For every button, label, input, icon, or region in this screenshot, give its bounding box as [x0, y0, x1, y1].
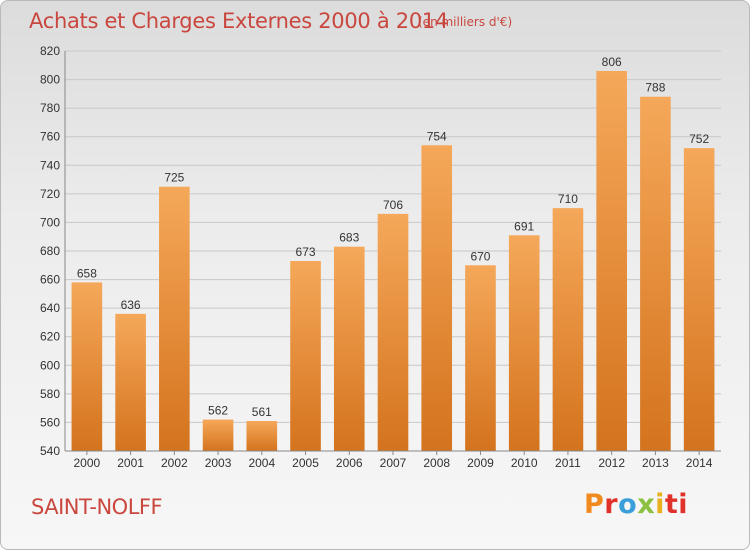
- logo-letter: r: [604, 489, 619, 520]
- x-tick-label: 2006: [336, 456, 363, 470]
- y-tick-label: 700: [40, 215, 60, 229]
- data-label: 706: [383, 198, 403, 212]
- data-label: 752: [689, 132, 709, 146]
- bar: [377, 213, 409, 451]
- y-tick-label: 820: [40, 44, 60, 58]
- y-tick-label: 740: [40, 158, 60, 172]
- axes: [64, 51, 721, 455]
- y-tick-label: 600: [40, 358, 60, 372]
- y-tick-label: 780: [40, 101, 60, 115]
- logo-letter: P: [584, 489, 605, 520]
- data-label: 636: [121, 298, 141, 312]
- data-labels: 658 636 725 562 561 673 683 706 754 670 691 710 806 7…: [77, 55, 710, 419]
- bar: [552, 208, 584, 451]
- bar: [246, 421, 278, 451]
- data-label: 658: [77, 266, 97, 280]
- x-tick-label: 2010: [511, 456, 538, 470]
- logo-letter: x: [637, 489, 656, 520]
- bar: [159, 186, 190, 451]
- chart-title: Achats et Charges Externes 2000 à 2014: [29, 9, 449, 33]
- x-tick-label: 2014: [686, 456, 713, 470]
- bar: [465, 265, 496, 451]
- x-tick-label: 2002: [161, 456, 188, 470]
- x-tick-label: 2004: [248, 456, 275, 470]
- data-label: 754: [427, 129, 447, 143]
- data-label: 788: [645, 81, 665, 95]
- x-tick-label: 2012: [598, 456, 625, 470]
- x-axis-ticks: 2000 2001 2002 2003 2004 2005 2006 2007 2008 2009…: [74, 456, 713, 470]
- bar: [421, 145, 453, 452]
- bar: [115, 313, 146, 451]
- logo-letter: ti: [664, 489, 689, 520]
- x-tick-label: 2005: [292, 456, 319, 470]
- bar: [596, 71, 627, 451]
- logo-letter: o: [618, 489, 638, 520]
- bar: [202, 419, 234, 451]
- data-label: 683: [339, 231, 359, 245]
- y-tick-label: 540: [40, 444, 60, 458]
- bar: [71, 282, 103, 451]
- x-tick-label: 2008: [423, 456, 450, 470]
- x-tick-label: 2003: [205, 456, 232, 470]
- data-label: 562: [208, 404, 228, 418]
- x-tick-label: 2001: [117, 456, 144, 470]
- y-tick-label: 640: [40, 301, 60, 315]
- bar: [640, 96, 671, 451]
- bar: [333, 246, 365, 451]
- y-tick-label: 620: [40, 330, 60, 344]
- x-tick-label: 2007: [380, 456, 407, 470]
- data-label: 673: [296, 245, 316, 259]
- bars: [71, 71, 715, 452]
- proxiti-logo[interactable]: Proxiti: [584, 489, 688, 520]
- x-tick-label: 2000: [74, 456, 101, 470]
- y-tick-label: 800: [40, 73, 60, 87]
- bar: [683, 148, 715, 451]
- y-tick-label: 720: [40, 187, 60, 201]
- x-tick-label: 2009: [467, 456, 494, 470]
- bar: [290, 261, 321, 451]
- y-tick-label: 680: [40, 244, 60, 258]
- chart-subtitle: (en milliers d'€): [418, 15, 513, 29]
- data-label: 691: [514, 219, 534, 233]
- x-tick-label: 2011: [555, 456, 581, 470]
- commune-name: SAINT-NOLFF: [31, 495, 163, 519]
- x-tick-label: 2013: [642, 456, 669, 470]
- y-tick-label: 760: [40, 130, 60, 144]
- data-label: 670: [470, 249, 490, 263]
- data-label: 725: [164, 171, 184, 185]
- data-label: 710: [558, 192, 578, 206]
- data-label: 806: [602, 55, 622, 69]
- y-tick-label: 560: [40, 415, 60, 429]
- bar: [508, 235, 540, 451]
- data-label: 561: [252, 405, 272, 419]
- y-axis-ticks: 540 560 580 600 620 640 660 680 700 720 740 760 780 8…: [40, 44, 60, 458]
- y-tick-label: 580: [40, 387, 60, 401]
- y-tick-label: 660: [40, 273, 60, 287]
- logo-letter: i: [655, 489, 665, 520]
